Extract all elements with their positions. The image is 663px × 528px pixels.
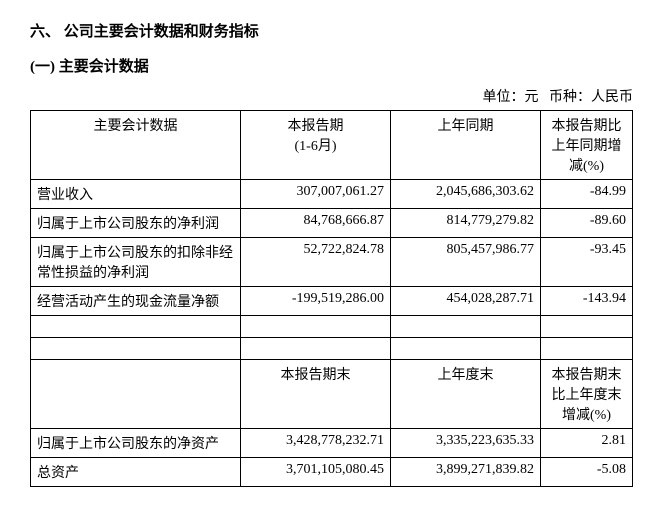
cell-value: 814,779,279.82: [391, 209, 541, 238]
cell-label: 归属于上市公司股东的扣除非经常性损益的净利润: [31, 238, 241, 287]
cell-value: 84,768,666.87: [241, 209, 391, 238]
cell-value: -199,519,286.00: [241, 287, 391, 316]
cell-label: 经营活动产生的现金流量净额: [31, 287, 241, 316]
subsection-heading: (一) 主要会计数据: [30, 55, 633, 76]
cell-value: 2,045,686,303.62: [391, 180, 541, 209]
cell-value: 454,028,287.71: [391, 287, 541, 316]
cell-value: -143.94: [541, 287, 633, 316]
cell-value: 3,428,778,232.71: [241, 429, 391, 458]
header-prior: 上年同期: [391, 111, 541, 180]
header-prior-end: 上年度末: [391, 360, 541, 429]
table-empty-row: [31, 338, 633, 360]
table-row: 营业收入 307,007,061.27 2,045,686,303.62 -84…: [31, 180, 633, 209]
cell-value: -5.08: [541, 458, 633, 487]
table-row: 归属于上市公司股东的扣除非经常性损益的净利润 52,722,824.78 805…: [31, 238, 633, 287]
table-row: 总资产 3,701,105,080.45 3,899,271,839.82 -5…: [31, 458, 633, 487]
table-header-row: 主要会计数据 本报告期 (1-6月) 上年同期 本报告期比上年同期增减(%): [31, 111, 633, 180]
cell-value: 3,899,271,839.82: [391, 458, 541, 487]
table-row: 经营活动产生的现金流量净额 -199,519,286.00 454,028,28…: [31, 287, 633, 316]
cell-value: -89.60: [541, 209, 633, 238]
cell-label: 营业收入: [31, 180, 241, 209]
header-change: 本报告期末比上年度末增减(%): [541, 360, 633, 429]
section-heading: 六、 公司主要会计数据和财务指标: [30, 20, 633, 41]
unit-label: 单位：: [483, 90, 525, 105]
financial-table: 主要会计数据 本报告期 (1-6月) 上年同期 本报告期比上年同期增减(%) 营…: [30, 110, 633, 487]
cell-value: 805,457,986.77: [391, 238, 541, 287]
cell-value: 52,722,824.78: [241, 238, 391, 287]
cell-label: 总资产: [31, 458, 241, 487]
header-period-end: 本报告期末: [241, 360, 391, 429]
header-change: 本报告期比上年同期增减(%): [541, 111, 633, 180]
header-item: [31, 360, 241, 429]
currency-label: 币种：: [549, 90, 591, 105]
cell-value: 3,335,223,635.33: [391, 429, 541, 458]
header-period: 本报告期 (1-6月): [241, 111, 391, 180]
table-header-row: 本报告期末 上年度末 本报告期末比上年度末增减(%): [31, 360, 633, 429]
cell-value: 3,701,105,080.45: [241, 458, 391, 487]
table-row: 归属于上市公司股东的净资产 3,428,778,232.71 3,335,223…: [31, 429, 633, 458]
currency-value: 人民币: [591, 90, 633, 105]
cell-value: 2.81: [541, 429, 633, 458]
cell-value: -93.45: [541, 238, 633, 287]
unit-value: 元: [525, 90, 546, 105]
table-empty-row: [31, 316, 633, 338]
table-row: 归属于上市公司股东的净利润 84,768,666.87 814,779,279.…: [31, 209, 633, 238]
cell-value: 307,007,061.27: [241, 180, 391, 209]
cell-label: 归属于上市公司股东的净利润: [31, 209, 241, 238]
unit-currency-line: 单位：元 币种：人民币: [30, 86, 633, 106]
cell-value: -84.99: [541, 180, 633, 209]
header-item: 主要会计数据: [31, 111, 241, 180]
cell-label: 归属于上市公司股东的净资产: [31, 429, 241, 458]
